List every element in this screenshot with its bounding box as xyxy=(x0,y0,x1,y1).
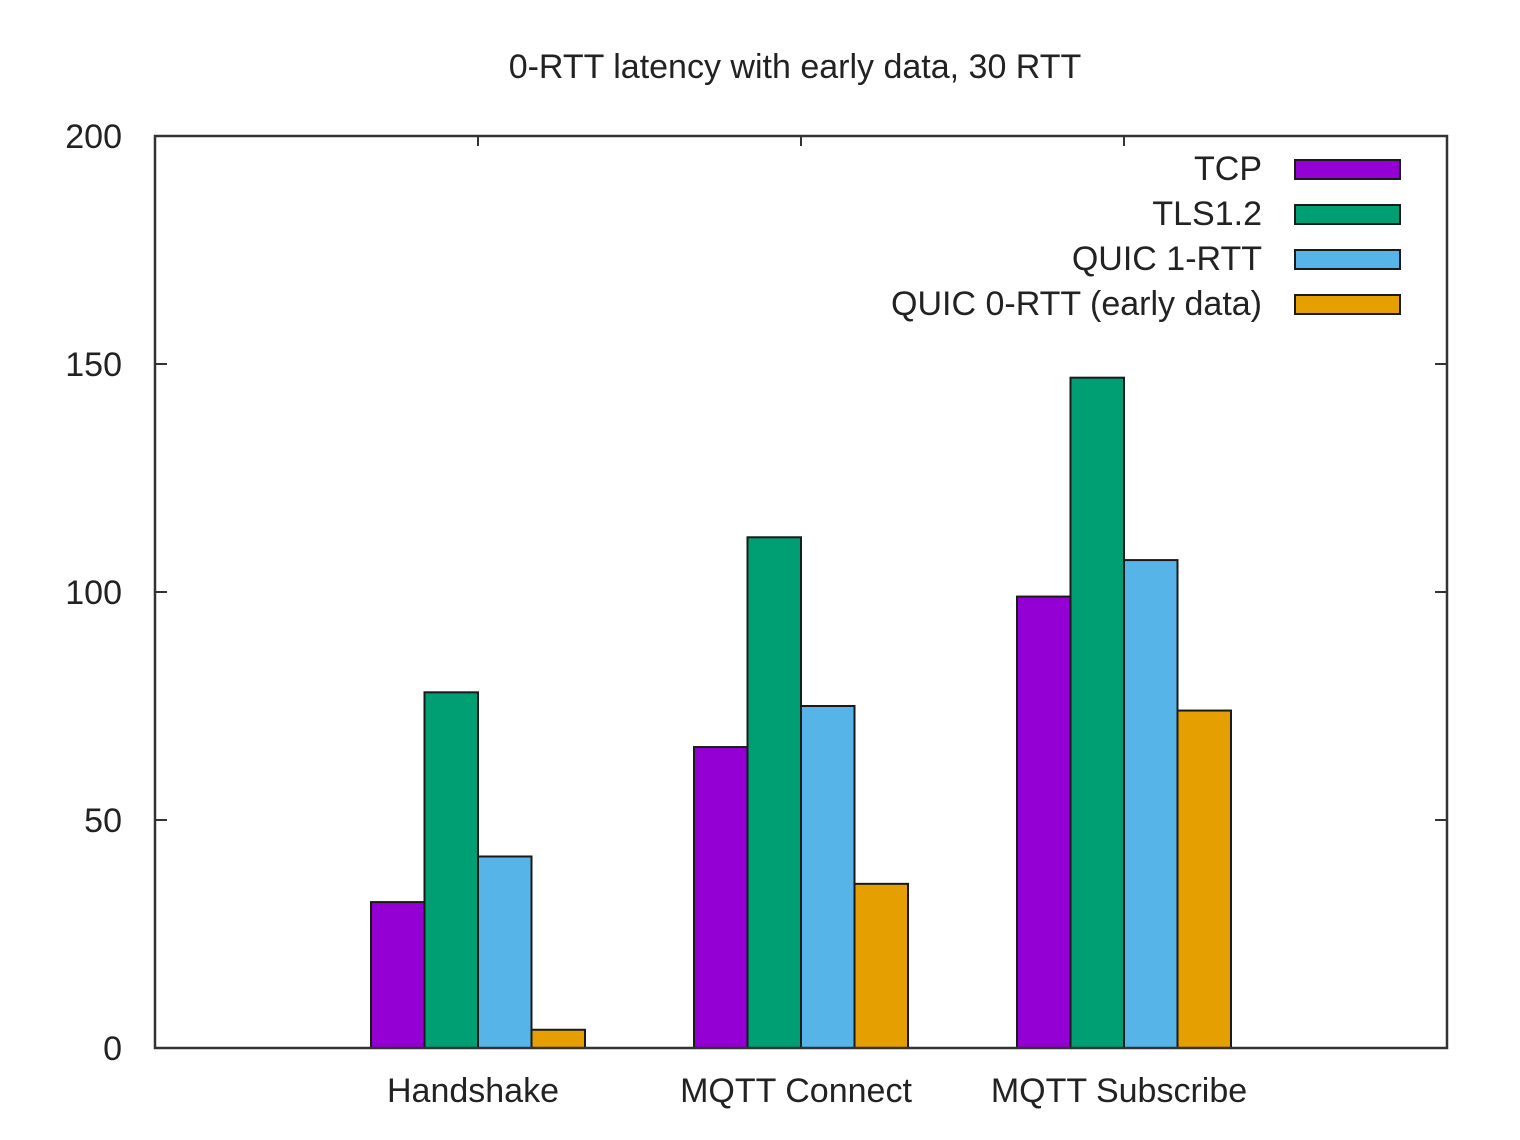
legend-label: TLS1.2 xyxy=(1152,195,1262,233)
bar-quic-0-rtt-early-data--mqtt-connect xyxy=(853,882,909,1050)
legend-swatch xyxy=(1294,159,1401,180)
legend-swatch xyxy=(1294,204,1401,225)
bar-quic-1-rtt-mqtt-subscribe xyxy=(1123,559,1179,1050)
x-category-label: MQTT Connect xyxy=(680,1072,912,1110)
bar-quic-0-rtt-early-data--mqtt-subscribe xyxy=(1176,709,1232,1049)
x-category-label: MQTT Subscribe xyxy=(991,1072,1247,1110)
bar-quic-0-rtt-early-data--handshake xyxy=(530,1028,586,1050)
legend-label: TCP xyxy=(1194,150,1262,188)
bar-quic-1-rtt-handshake xyxy=(477,855,533,1049)
bar-tcp-handshake xyxy=(370,901,426,1050)
bar-tls1-2-mqtt-connect xyxy=(746,536,802,1050)
y-tick-label: 150 xyxy=(65,346,122,384)
legend-swatch xyxy=(1294,249,1401,270)
y-tick-label: 0 xyxy=(103,1030,122,1068)
bar-tls1-2-mqtt-subscribe xyxy=(1069,376,1125,1049)
chart-title: 0-RTT latency with early data, 30 RTT xyxy=(509,48,1082,86)
bar-tls1-2-handshake xyxy=(423,691,479,1049)
bar-tcp-mqtt-connect xyxy=(693,746,749,1049)
x-category-label: Handshake xyxy=(387,1072,559,1110)
legend-swatch xyxy=(1294,294,1401,315)
y-axis: 0 50 100 150 200 xyxy=(65,118,1447,1068)
legend-label: QUIC 0-RTT (early data) xyxy=(891,285,1262,323)
x-axis: Handshake MQTT Connect MQTT Subscribe xyxy=(387,136,1247,1110)
bars-group xyxy=(370,376,1232,1050)
bar-quic-1-rtt-mqtt-connect xyxy=(800,705,856,1049)
y-tick-label: 50 xyxy=(84,802,122,840)
legend-label: QUIC 1-RTT xyxy=(1072,240,1262,278)
y-tick-label: 200 xyxy=(65,118,122,156)
legend: TCP TLS1.2 QUIC 1-RTT QUIC 0-RTT (early dat… xyxy=(891,150,1401,323)
y-tick-label: 100 xyxy=(65,574,122,612)
bar-tcp-mqtt-subscribe xyxy=(1016,595,1072,1049)
